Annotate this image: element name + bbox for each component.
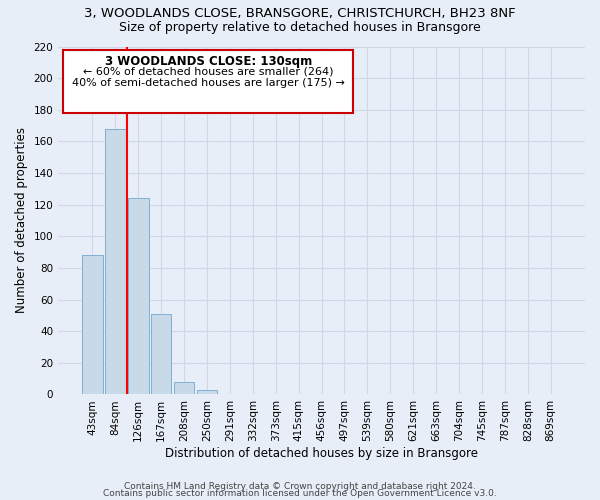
Text: 3 WOODLANDS CLOSE: 130sqm: 3 WOODLANDS CLOSE: 130sqm: [104, 55, 312, 68]
Text: Contains public sector information licensed under the Open Government Licence v3: Contains public sector information licen…: [103, 489, 497, 498]
X-axis label: Distribution of detached houses by size in Bransgore: Distribution of detached houses by size …: [165, 447, 478, 460]
Y-axis label: Number of detached properties: Number of detached properties: [15, 128, 28, 314]
FancyBboxPatch shape: [64, 50, 353, 112]
Bar: [197, 390, 217, 394]
Text: Contains HM Land Registry data © Crown copyright and database right 2024.: Contains HM Land Registry data © Crown c…: [124, 482, 476, 491]
Text: 40% of semi-detached houses are larger (175) →: 40% of semi-detached houses are larger (…: [72, 78, 345, 88]
Bar: [151, 314, 172, 394]
Text: ← 60% of detached houses are smaller (264): ← 60% of detached houses are smaller (26…: [83, 66, 334, 76]
Bar: [128, 198, 149, 394]
Text: Size of property relative to detached houses in Bransgore: Size of property relative to detached ho…: [119, 21, 481, 34]
Text: 3, WOODLANDS CLOSE, BRANSGORE, CHRISTCHURCH, BH23 8NF: 3, WOODLANDS CLOSE, BRANSGORE, CHRISTCHU…: [84, 8, 516, 20]
Bar: [82, 256, 103, 394]
Bar: [174, 382, 194, 394]
Bar: [105, 128, 125, 394]
